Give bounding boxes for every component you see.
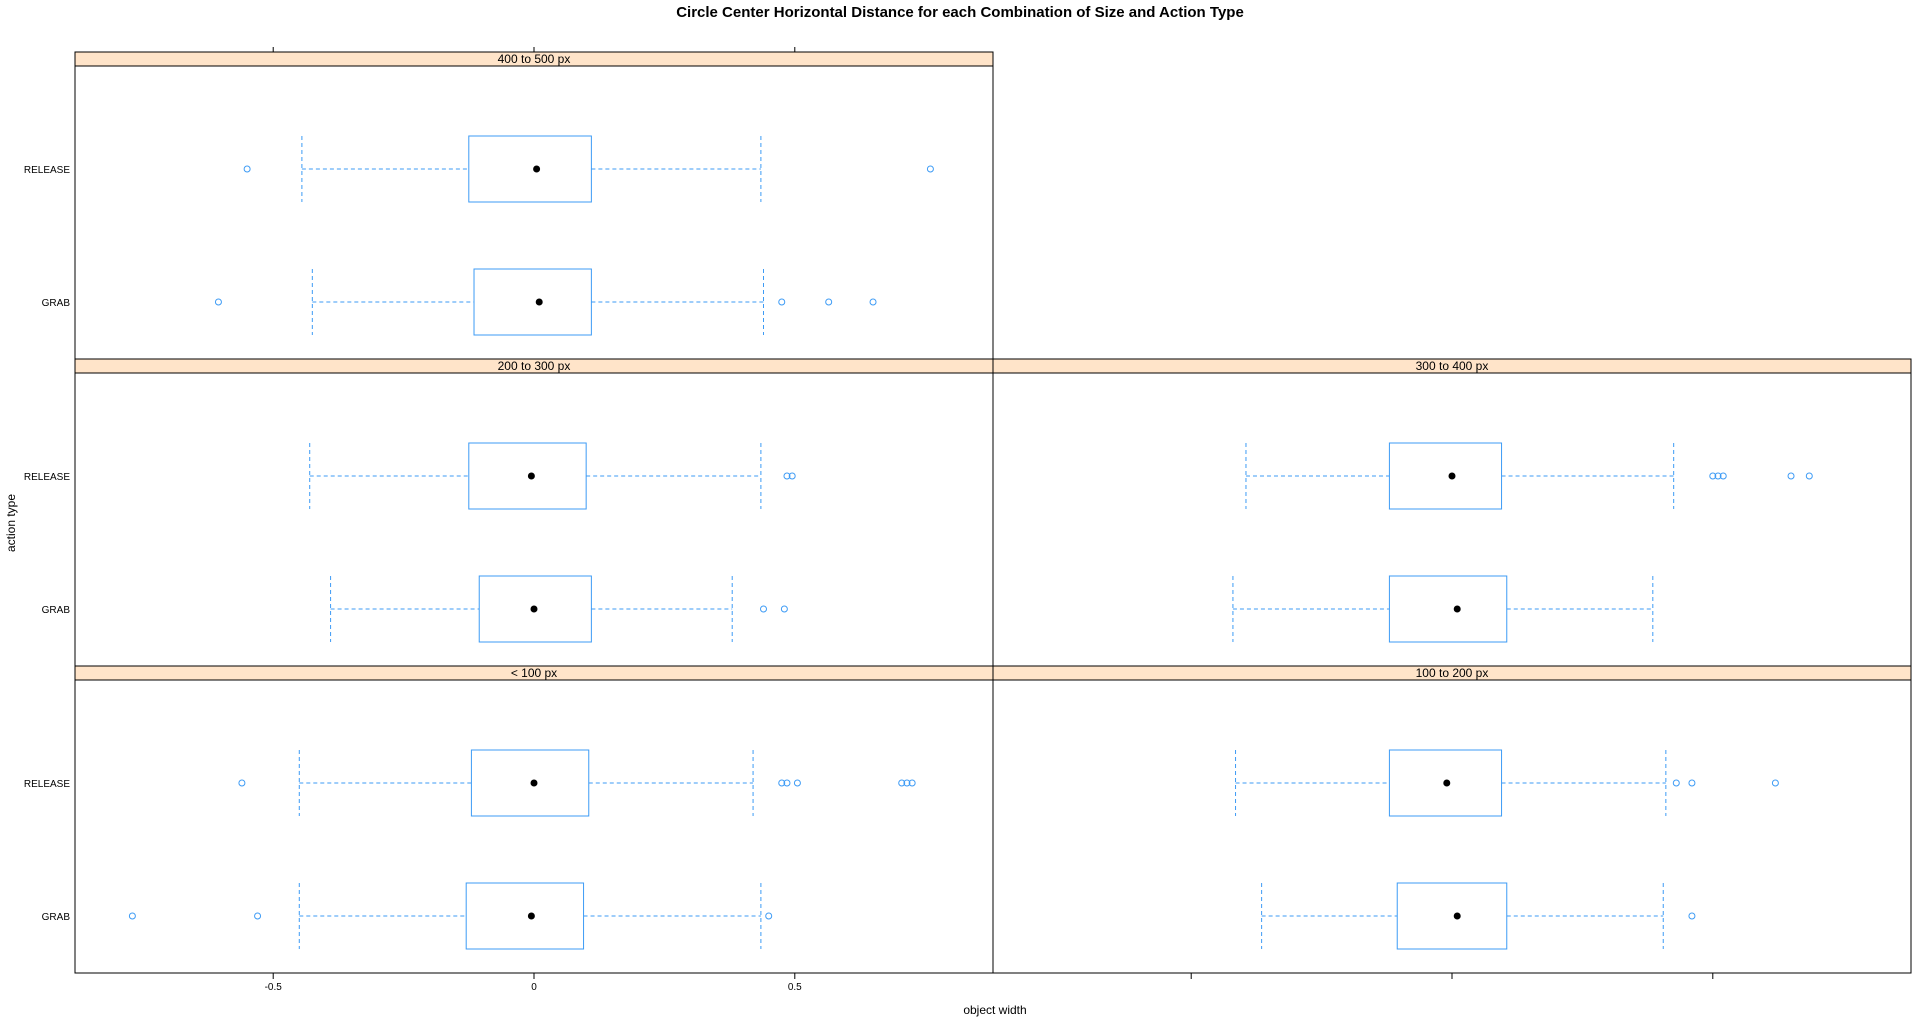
median-dot: [533, 165, 541, 173]
outlier-point: [254, 912, 262, 920]
outlier-point: [783, 472, 791, 480]
outlier-point: [903, 779, 911, 787]
y-axis-label: action type: [4, 494, 18, 552]
strip-label: 200 to 300 px: [498, 359, 571, 373]
median-dot: [535, 298, 543, 306]
x-tick-label: -0.5: [265, 982, 283, 993]
outlier-point: [1714, 472, 1722, 480]
outlier-point: [243, 165, 251, 173]
outlier-point: [1787, 472, 1795, 480]
strip-label: 100 to 200 px: [1416, 666, 1489, 680]
outlier-point: [783, 779, 791, 787]
outlier-point: [908, 779, 916, 787]
category-label: GRAB: [42, 298, 71, 309]
median-dot: [1453, 605, 1461, 613]
outlier-point: [1709, 472, 1717, 480]
median-dot: [1448, 472, 1456, 480]
median-dot: [530, 779, 538, 787]
outlier-point: [793, 779, 801, 787]
outlier-point: [1688, 779, 1696, 787]
outlier-point: [780, 605, 788, 613]
median-dot: [530, 605, 538, 613]
outlier-point: [1719, 472, 1727, 480]
outlier-point: [760, 605, 767, 613]
strip-label: < 100 px: [511, 666, 557, 680]
category-label: RELEASE: [24, 472, 70, 483]
outlier-point: [926, 165, 934, 173]
strip-label: 300 to 400 px: [1416, 359, 1489, 373]
outlier-point: [1672, 779, 1680, 787]
panels-group: < 100 px GRAB RELEASE 100 to 200 px 200 to 3…: [24, 47, 1912, 993]
outlier-point: [778, 298, 786, 306]
outlier-point: [788, 472, 796, 480]
box-iqr: [465, 882, 585, 950]
x-tick-label: 0.5: [788, 982, 802, 993]
outlier-point: [238, 779, 246, 787]
chart-title: Circle Center Horizontal Distance for ea…: [676, 4, 1244, 21]
outlier-point: [778, 779, 786, 787]
box-iqr: [468, 442, 587, 510]
outlier-point: [128, 912, 136, 920]
median-dot: [1453, 912, 1461, 920]
outlier-point: [1805, 472, 1813, 480]
outlier-point: [765, 912, 773, 920]
category-label: GRAB: [42, 605, 71, 616]
box-iqr: [468, 135, 592, 203]
category-label: RELEASE: [24, 165, 70, 176]
outlier-point: [214, 298, 222, 306]
outlier-point: [898, 779, 906, 787]
outlier-point: [1688, 912, 1696, 920]
category-label: GRAB: [42, 912, 71, 923]
median-dot: [527, 912, 535, 920]
x-tick-label: 0: [531, 982, 537, 993]
box-iqr: [1388, 442, 1503, 510]
panel-frame: [992, 372, 1912, 667]
median-dot: [1443, 779, 1451, 787]
box-iqr: [473, 268, 592, 336]
category-label: RELEASE: [24, 779, 70, 790]
outlier-point: [1771, 779, 1779, 787]
median-dot: [527, 472, 535, 480]
outlier-point: [825, 298, 833, 306]
panel-frame: [74, 65, 994, 360]
x-axis-label: object width: [963, 1003, 1026, 1017]
box-iqr: [1396, 882, 1508, 950]
strip-label: 400 to 500 px: [498, 52, 571, 66]
box-iqr: [1388, 575, 1508, 643]
outlier-point: [869, 298, 877, 306]
box-iqr: [470, 749, 590, 817]
